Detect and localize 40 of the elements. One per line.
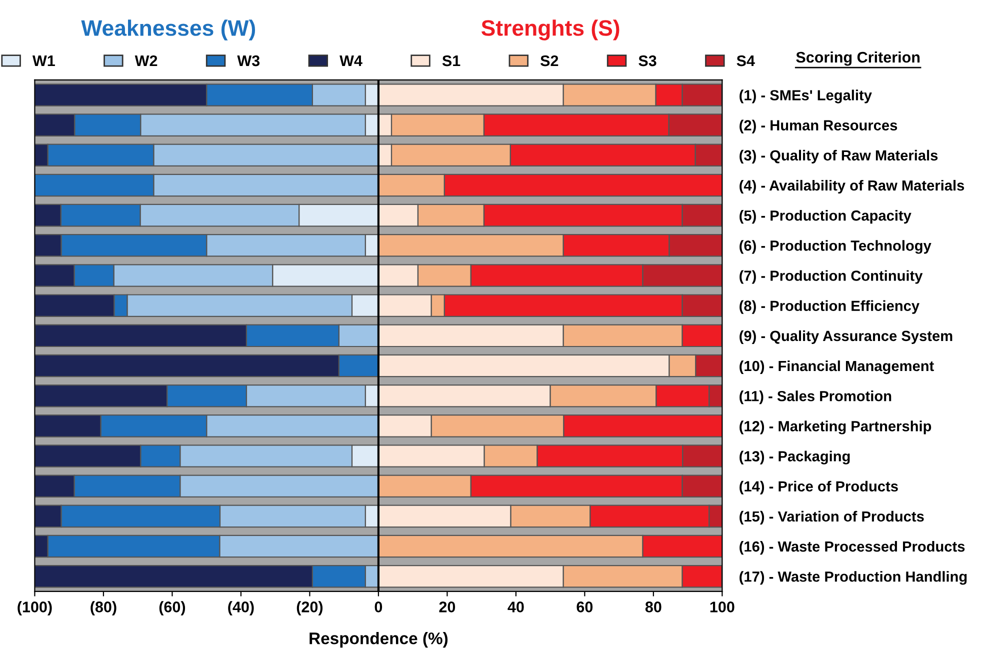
text: Scoring Criterion [796, 51, 920, 66]
y-tick-label: (5) - Production Capacity [740, 210, 912, 224]
y-tick-label: (2) - Human Resources [740, 120, 898, 134]
y-tick-label: (16) - Waste Processed Products [740, 540, 965, 555]
x-tick-label: 0 [374, 602, 382, 612]
x-tick-label: 80 [645, 602, 662, 612]
y-tick-label: (9) - Quality Assurance System [740, 330, 952, 344]
x-tick-label: (80) [90, 601, 116, 616]
y-tick-label: (17) - Waste Production Handling [740, 571, 967, 585]
x-axis-title: Respondence (%) [310, 632, 448, 648]
y-tick-label: (3) - Quality of Raw Materials [740, 150, 938, 164]
y-tick-label: (11) - Sales Promotion [740, 390, 892, 404]
y-tick-label: (15) - Variation of Products [740, 510, 924, 524]
x-tick-label: (100) [18, 601, 52, 616]
y-tick-label: (10) - Financial Management [740, 360, 934, 374]
y-tick-label: (7) - Production Continuity [740, 270, 923, 284]
y-tick-label: (13) - Packaging [740, 450, 850, 464]
x-tick-label: (60) [159, 601, 186, 616]
text: Weaknesses (W) [81, 20, 256, 40]
x-tick-label: 60 [576, 602, 593, 612]
legend-label: W4 [340, 56, 362, 66]
y-tick-label: (14) - Price of Products [740, 480, 898, 494]
legend-label: S1 [442, 55, 460, 66]
legend-label: W3 [237, 55, 260, 66]
x-tick-label: 20 [439, 602, 456, 612]
y-tick-label: (4) - Availability of Raw Materials [740, 180, 964, 194]
legend-label: S2 [540, 55, 558, 66]
x-tick-label: 40 [508, 602, 524, 612]
y-tick-label: (1) - SMEs' Legality [740, 90, 872, 104]
x-tick-label: 100 [710, 602, 734, 612]
y-tick-label: (6) - Production Technology [740, 240, 932, 254]
legend-label: S3 [638, 55, 656, 66]
x-tick-label: (40) [228, 601, 254, 616]
y-tick-label: (8) - Production Efficiency [740, 300, 920, 314]
y-tick-label: (12) - Marketing Partnership [740, 420, 932, 434]
x-tick-label: (20) [296, 601, 323, 616]
legend-label: S4 [736, 55, 755, 66]
text: Strenghts (S) [481, 20, 620, 40]
legend-label: W2 [134, 55, 158, 66]
legend-label: W1 [32, 56, 55, 66]
